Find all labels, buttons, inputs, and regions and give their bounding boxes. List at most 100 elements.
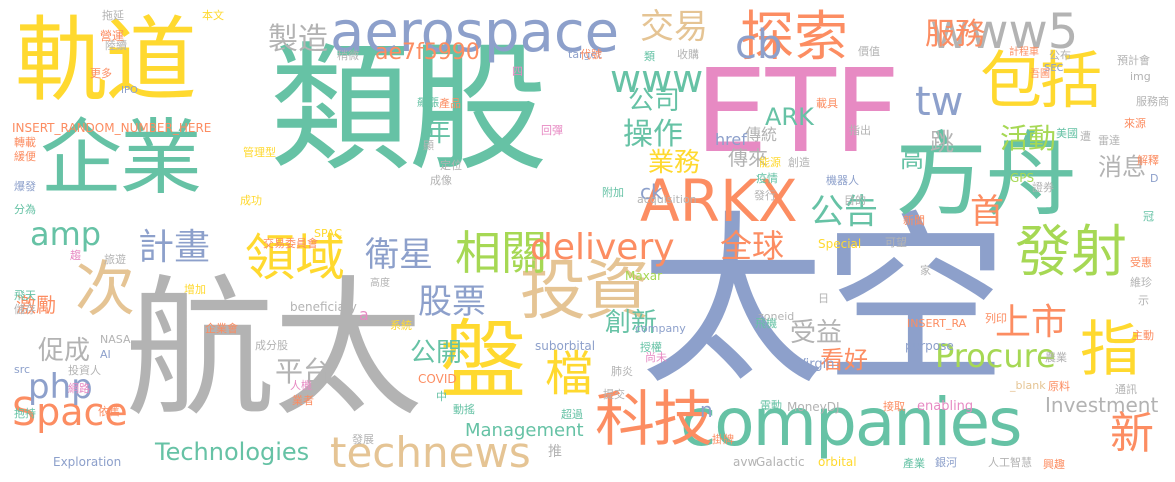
cloud-word: 主動 xyxy=(1132,329,1154,342)
cloud-word: 盤 xyxy=(440,311,526,411)
cloud-word: target xyxy=(568,48,602,61)
cloud-word: GPS xyxy=(1010,171,1035,185)
cloud-word: 冠 xyxy=(1143,210,1154,223)
cloud-word: 網路 xyxy=(68,382,90,395)
cloud-word: 領域 xyxy=(245,229,345,287)
cloud-word: 服務 xyxy=(925,17,985,52)
cloud-word: 吾圖 xyxy=(1030,69,1050,80)
cloud-word: 通訊 xyxy=(1115,383,1137,396)
cloud-word: 目的 xyxy=(844,194,866,207)
cloud-word: AI xyxy=(100,348,111,361)
cloud-word: 機器人 xyxy=(826,174,859,187)
cloud-word: n xyxy=(700,398,713,422)
cloud-word: 類股 xyxy=(270,28,548,191)
cloud-word: 檔 xyxy=(545,346,594,402)
cloud-word: 公告 xyxy=(810,192,878,232)
cloud-word: 產品 xyxy=(439,97,461,110)
cloud-word: 操作 xyxy=(623,117,683,152)
cloud-word: Galactic xyxy=(756,455,805,469)
cloud-word: purpose xyxy=(905,339,954,353)
cloud-word: 飛天 xyxy=(14,289,36,302)
cloud-word: Procure xyxy=(935,337,1056,375)
cloud-word: img xyxy=(1130,70,1151,83)
cloud-word: 投資人 xyxy=(68,364,101,377)
cloud-word: IPO xyxy=(121,85,138,96)
cloud-word: 掛牌 xyxy=(712,433,734,446)
cloud-word: 示 xyxy=(1138,294,1149,307)
cloud-word: 證券 xyxy=(1032,181,1054,194)
cloud-word: 抱持 xyxy=(14,407,36,420)
cloud-word: 原料 xyxy=(1048,380,1070,393)
cloud-word: 太空 xyxy=(640,194,1008,410)
cloud-word: 興趣 xyxy=(1043,458,1065,471)
cloud-word: 銀河 xyxy=(935,456,957,469)
cloud-word: 本文 xyxy=(202,9,224,22)
cloud-word: Investment xyxy=(1045,393,1159,417)
cloud-word: INSERT_RA xyxy=(907,317,967,330)
cloud-word: 推 xyxy=(548,444,562,460)
cloud-word: enabling xyxy=(917,399,974,414)
cloud-word: 看好 xyxy=(820,346,868,374)
cloud-word: 發射 xyxy=(1015,220,1127,285)
cloud-word: 解釋 xyxy=(1137,154,1159,167)
cloud-word: 業務 xyxy=(648,148,701,178)
cloud-word: 上市 xyxy=(995,302,1068,343)
cloud-word: 肺炎 xyxy=(611,365,633,378)
cloud-word: 爆發 xyxy=(14,180,36,193)
cloud-word: 創造 xyxy=(788,156,810,169)
cloud-word: ETF xyxy=(695,45,900,179)
cloud-word: companies xyxy=(680,384,1022,461)
cloud-word: 傳來 xyxy=(728,146,768,170)
cloud-word: technews xyxy=(330,428,531,477)
cloud-word: 營運 xyxy=(100,29,125,43)
cloud-word: cb xyxy=(735,22,783,68)
cloud-word: php xyxy=(28,367,93,407)
cloud-word: 飆漲 xyxy=(417,96,439,109)
cloud-word: 美國 xyxy=(1056,127,1078,140)
cloud-word: 業者 xyxy=(292,394,314,407)
cloud-word: 列印 xyxy=(985,312,1007,325)
cloud-word: zoneid xyxy=(758,310,795,323)
cloud-word: 陸續 xyxy=(105,39,127,52)
cloud-word: 消息 xyxy=(1098,153,1146,181)
cloud-word: 增加 xyxy=(184,283,206,296)
cloud-word: _blank xyxy=(1010,379,1046,392)
cloud-word: 提交 xyxy=(603,388,625,401)
cloud-word: 服務商 xyxy=(1136,95,1169,108)
cloud-word: D xyxy=(1150,172,1159,185)
cloud-word: COVID xyxy=(418,372,457,386)
cloud-word: 四 xyxy=(512,65,523,78)
cloud-word: 企業 xyxy=(40,111,202,206)
cloud-word: 交易 xyxy=(640,7,708,47)
cloud-word: Exploration xyxy=(53,455,122,469)
cloud-word: 授權 xyxy=(640,341,662,354)
cloud-word: 股票 xyxy=(418,282,486,322)
cloud-word: 相關 xyxy=(455,226,547,280)
cloud-word: Virgin xyxy=(797,357,835,372)
cloud-word: 電動 xyxy=(760,399,782,412)
cloud-word: 趨 xyxy=(70,249,81,262)
cloud-word: 代號 xyxy=(580,48,602,61)
cloud-word: suborbital xyxy=(535,339,596,353)
cloud-word: 管理型 xyxy=(243,146,276,159)
cloud-word: 高度 xyxy=(370,278,390,289)
cloud-word: ck xyxy=(640,180,663,204)
cloud-word: 中 xyxy=(436,390,447,403)
cloud-word: 日 xyxy=(818,292,829,305)
cloud-word: 活動 xyxy=(1000,122,1057,155)
cloud-word: a xyxy=(359,305,369,324)
cloud-word: 企業會 xyxy=(205,322,238,335)
cloud-word: 顯 xyxy=(423,139,434,152)
cloud-word: 系統 xyxy=(390,319,412,332)
cloud-word: 疫情 xyxy=(756,172,778,185)
cloud-word: tw xyxy=(915,79,964,125)
cloud-word: 公布 xyxy=(1049,49,1071,62)
cloud-word: 動搖 xyxy=(453,403,475,416)
cloud-word: src xyxy=(14,363,31,376)
cloud-word: 儲存 xyxy=(14,303,36,316)
cloud-word: 成功 xyxy=(240,194,262,207)
cloud-word: www5 xyxy=(930,4,1079,60)
cloud-word: 收購 xyxy=(677,48,699,61)
cloud-word: 全球 xyxy=(720,227,785,265)
cloud-word: 受益 xyxy=(790,318,843,348)
